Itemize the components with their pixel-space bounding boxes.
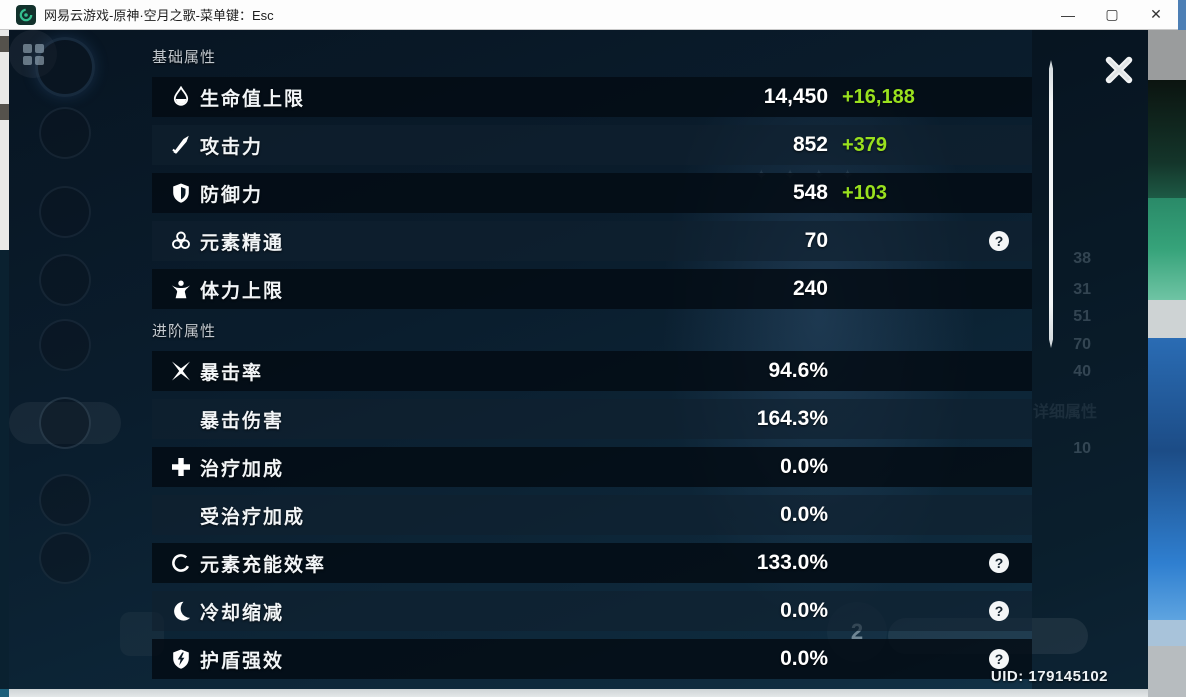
stat-label: 冷却缩减 [200, 602, 285, 624]
background-page-sliver-bottom [9, 689, 1148, 697]
background-stat-value: 31 [1073, 281, 1091, 298]
stat-label: 护盾强效 [200, 650, 285, 672]
cooldown-icon [162, 600, 200, 622]
stat-row: 受治疗加成 0.0% [152, 495, 1032, 535]
shield-strength-icon [162, 648, 200, 670]
stat-label: 治疗加成 [200, 458, 285, 480]
section-title-advanced: 进阶属性 [152, 323, 217, 340]
background-detail-label: 详细属性 [1033, 404, 1098, 421]
stat-row: 暴击伤害 164.3% [152, 399, 1032, 439]
maximize-button[interactable]: ▢ [1105, 6, 1119, 22]
stat-row: 元素充能效率 133.0% ? [152, 543, 1032, 583]
hp-icon [162, 86, 200, 108]
party-avatar [39, 186, 91, 238]
stat-row: 体力上限 240 [152, 269, 1032, 309]
party-avatar [39, 254, 91, 306]
background-page-sliver-left [0, 30, 9, 689]
background-page-corner [0, 689, 9, 697]
selected-avatar-pill [9, 402, 121, 444]
energy-icon [162, 552, 200, 574]
basic-attributes-section: 基础属性 生命值上限 14,450 +16,188 攻击力 852 +379 防… [152, 46, 1032, 317]
stat-row: 生命值上限 14,450 +16,188 [152, 77, 1032, 117]
stat-label: 暴击率 [200, 362, 264, 384]
stamina-icon [162, 278, 200, 300]
background-stat-value: 40 [1073, 363, 1091, 380]
stat-value: 133.0% [756, 551, 828, 574]
crit-rate-icon [162, 360, 200, 382]
section-title-basic: 基础属性 [152, 49, 217, 66]
stat-value: 14,450 [763, 85, 828, 108]
stat-label: 元素精通 [200, 232, 285, 254]
stat-row: 攻击力 852 +379 [152, 125, 1032, 165]
panel-scrollbar[interactable] [1049, 60, 1053, 348]
stat-help-slot: ? [980, 231, 1018, 251]
background-stat-value: 38 [1073, 250, 1091, 267]
stat-row: 冷却缩减 0.0% ? [152, 591, 1032, 631]
stat-row: 治疗加成 0.0% [152, 447, 1032, 487]
stat-label: 生命值上限 [200, 88, 306, 110]
stat-bonus-value: +379 [842, 133, 888, 156]
party-emblem-icon [35, 37, 95, 97]
stat-bonus-value: +16,188 [842, 85, 915, 108]
stat-value: 240 [792, 277, 828, 300]
stat-help-slot: ? [980, 553, 1018, 573]
background-page-sliver-top [1178, 0, 1186, 30]
stat-help-slot: ? [980, 601, 1018, 621]
window-title: 网易云游戏-原神·空月之歌-菜单键：Esc [44, 8, 274, 23]
minimize-button[interactable]: — [1061, 6, 1075, 23]
uid-text: UID: 179145102 [990, 668, 1108, 685]
stat-value: 548 [792, 181, 828, 204]
stat-row: 防御力 548 +103 [152, 173, 1032, 213]
help-icon[interactable]: ? [989, 553, 1009, 573]
def-icon [162, 182, 200, 204]
stat-help-slot: ? [980, 649, 1018, 669]
background-page-sliver-right [1148, 30, 1186, 697]
help-icon[interactable]: ? [989, 649, 1009, 669]
stat-row: 暴击率 94.6% [152, 351, 1032, 391]
stat-row: 护盾强效 0.0% ? [152, 639, 1032, 679]
party-grid-icon [9, 30, 57, 78]
healing-icon [162, 456, 200, 478]
stat-value: 70 [804, 229, 828, 252]
stat-value: 0.0% [780, 503, 828, 526]
stat-label: 元素充能效率 [200, 554, 327, 576]
stat-value: 164.3% [756, 407, 828, 430]
help-icon[interactable]: ? [989, 231, 1009, 251]
party-avatar [39, 532, 91, 584]
stat-bonus-value: +103 [842, 181, 888, 204]
stat-value: 852 [792, 133, 828, 156]
em-icon [162, 230, 200, 252]
background-stat-value: 51 [1073, 308, 1091, 325]
party-avatar [39, 319, 91, 371]
stat-value: 94.6% [768, 359, 828, 382]
stat-label: 体力上限 [200, 280, 285, 302]
stat-label: 暴击伤害 [200, 410, 285, 432]
party-avatar [39, 474, 91, 526]
party-avatar [39, 107, 91, 159]
close-panel-button[interactable] [1097, 48, 1141, 92]
stat-label: 防御力 [200, 184, 264, 206]
netease-cloud-gaming-icon [16, 4, 36, 25]
stat-value: 0.0% [780, 599, 828, 622]
party-avatar-selected [39, 397, 91, 449]
stat-label: 受治疗加成 [200, 506, 306, 528]
help-icon[interactable]: ? [989, 601, 1009, 621]
close-window-button[interactable]: ✕ [1150, 6, 1162, 22]
atk-icon [162, 134, 200, 156]
window-titlebar: 网易云游戏-原神·空月之歌-菜单键：Esc — ▢ ✕ [0, 0, 1178, 30]
background-stat-value: 10 [1073, 440, 1091, 457]
background-stat-value: 70 [1073, 336, 1091, 353]
stat-label: 攻击力 [200, 136, 264, 158]
stat-value: 0.0% [780, 647, 828, 670]
stat-value: 0.0% [780, 455, 828, 478]
stat-row: 元素精通 70 ? [152, 221, 1032, 261]
advanced-attributes-section: 进阶属性 暴击率 94.6% 暴击伤害 164.3% 治疗加成 0.0% 受治疗… [152, 320, 1032, 687]
